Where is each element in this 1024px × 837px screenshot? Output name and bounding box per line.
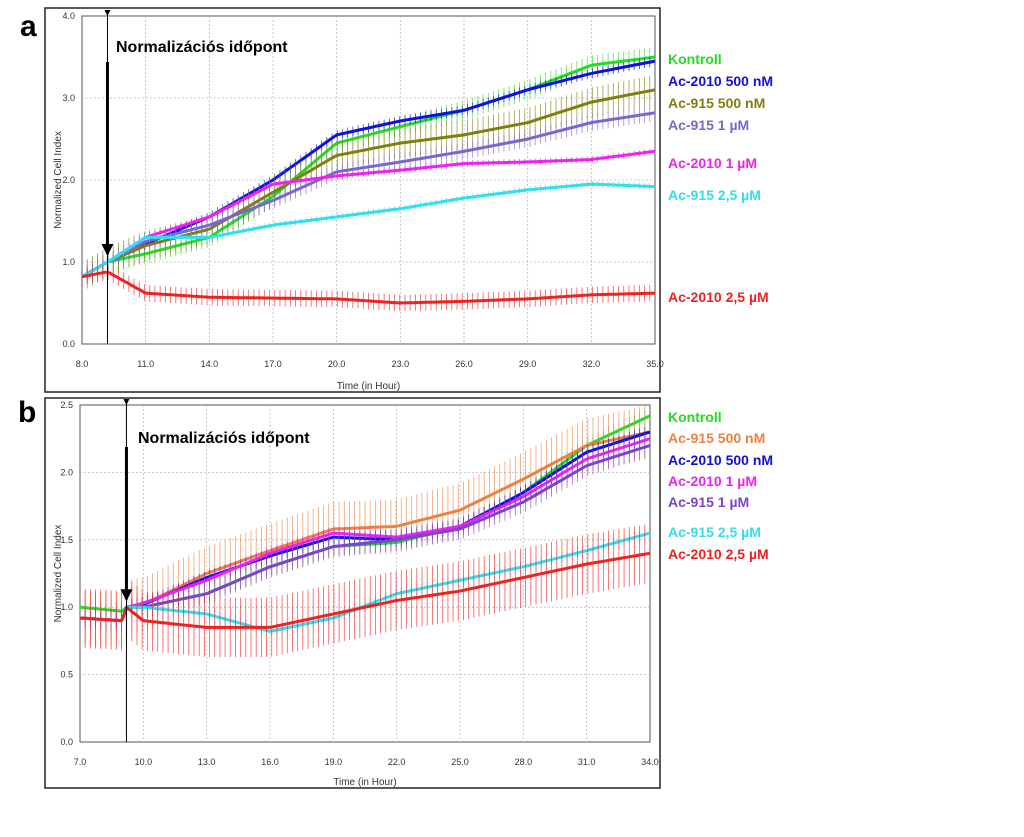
x-tick-label: 34.0 — [641, 757, 659, 767]
y-axis-label: Normalized Cell Index — [53, 525, 64, 623]
x-tick-label: 14.0 — [201, 359, 219, 369]
legend-item: Ac-915 1 µM — [668, 117, 750, 133]
x-tick-label: 32.0 — [583, 359, 601, 369]
series-5 — [81, 180, 656, 279]
series-line — [81, 149, 656, 279]
y-axis-label: Normalized Cell Index — [53, 131, 64, 229]
series-4 — [81, 148, 656, 279]
x-tick-label: 35.0 — [646, 359, 664, 369]
series-line — [79, 443, 651, 623]
y-tick-label: 1.5 — [60, 535, 73, 545]
x-axis-label: Time (in Hour) — [337, 381, 401, 392]
y-tick-label: 0.0 — [60, 737, 73, 747]
legend-item: Ac-2010 2,5 µM — [668, 546, 769, 562]
x-tick-label: 13.0 — [198, 757, 216, 767]
legend-item: Ac-2010 500 nM — [668, 452, 774, 468]
y-tick-label: 1.0 — [60, 602, 73, 612]
normalization-tick-marker — [104, 10, 111, 16]
y-tick-label: 2.0 — [62, 175, 75, 185]
x-tick-label: 25.0 — [451, 757, 469, 767]
annotation-arrow-head — [101, 244, 114, 256]
legend-item: Ac-2010 2,5 µM — [668, 289, 769, 305]
x-tick-label: 19.0 — [325, 757, 343, 767]
series-6 — [81, 263, 655, 312]
x-tick-label: 7.0 — [74, 757, 87, 767]
legend-panel-b: Kontroll Ac-915 500 nM Ac-2010 500 nM Ac-20… — [668, 406, 818, 566]
y-tick-label: 1.0 — [62, 257, 75, 267]
y-tick-label: 3.0 — [62, 93, 75, 103]
series-line — [81, 111, 656, 279]
x-tick-label: 31.0 — [578, 757, 596, 767]
panel-letter-a: a — [20, 10, 37, 43]
x-tick-label: 8.0 — [76, 359, 89, 369]
x-tick-label: 20.0 — [328, 359, 346, 369]
series-line — [81, 59, 656, 279]
annotation-arrow-head — [120, 589, 133, 602]
legend-item: Ac-915 2,5 µM — [668, 524, 761, 540]
x-tick-label: 23.0 — [392, 359, 410, 369]
panel-letter-b: b — [18, 396, 37, 429]
x-tick-label: 29.0 — [519, 359, 537, 369]
x-tick-label: 11.0 — [137, 359, 154, 369]
annotation-label: Normalizációs időpont — [138, 430, 310, 447]
x-tick-label: 16.0 — [261, 757, 279, 767]
legend-item: Ac-2010 1 µM — [668, 155, 757, 171]
legend-item: Ac-2010 500 nM — [668, 73, 774, 89]
series-line — [79, 430, 651, 623]
series-line — [79, 551, 651, 629]
x-tick-label: 10.0 — [135, 757, 153, 767]
series-line — [81, 182, 656, 279]
x-tick-label: 22.0 — [388, 757, 406, 767]
y-tick-label: 2.0 — [60, 467, 73, 477]
series-6 — [79, 524, 651, 658]
legend-item: Kontroll — [668, 409, 722, 425]
x-tick-label: 26.0 — [455, 359, 473, 369]
legend-item: Ac-2010 1 µM — [668, 473, 757, 489]
legend-item: Ac-915 1 µM — [668, 494, 750, 510]
legend-item: Ac-915 500 nM — [668, 95, 766, 111]
y-tick-label: 0.5 — [60, 670, 73, 680]
series-line — [81, 270, 655, 305]
y-tick-label: 0.0 — [62, 339, 75, 349]
normalization-tick-marker — [123, 399, 130, 405]
y-tick-label: 4.0 — [62, 11, 75, 21]
y-tick-label: 2.5 — [60, 400, 73, 410]
annotation-label: Normalizációs időpont — [116, 39, 288, 56]
legend-item: Ac-915 2,5 µM — [668, 187, 761, 203]
legend-item: Kontroll — [668, 51, 722, 67]
legend-item: Ac-915 500 nM — [668, 430, 766, 446]
legend-panel-a: Kontroll Ac-2010 500 nM Ac-915 500 nM Ac-91… — [668, 42, 818, 312]
x-tick-label: 28.0 — [515, 757, 533, 767]
x-axis-label: Time (in Hour) — [333, 777, 397, 788]
x-tick-label: 17.0 — [264, 359, 282, 369]
